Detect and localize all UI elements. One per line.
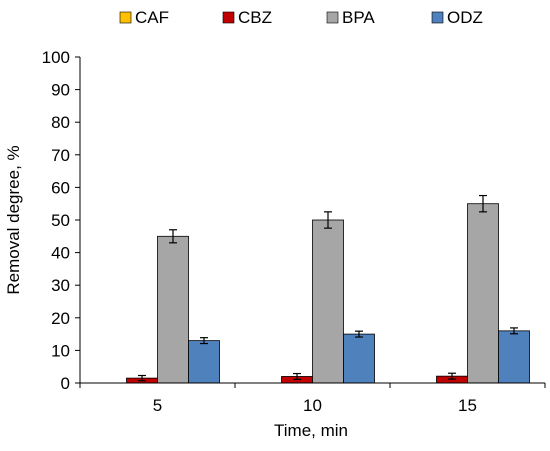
bar-series-group <box>126 203 530 384</box>
error-bar-group <box>138 194 518 382</box>
bar-bpa-15 <box>467 203 499 384</box>
bar-bpa-10 <box>312 219 344 384</box>
y-tick-label: 10 <box>51 341 70 360</box>
legend-label-bpa: BPA <box>342 8 375 27</box>
y-axis-label: Removal degree, % <box>4 145 23 294</box>
bar-odz-15 <box>498 330 530 384</box>
y-tick-label: 30 <box>51 276 70 295</box>
bar-odz-5 <box>188 340 220 384</box>
y-tick-label: 50 <box>51 211 70 230</box>
y-tick-label: 60 <box>51 178 70 197</box>
y-tick-label: 70 <box>51 146 70 165</box>
x-tick-label: 5 <box>153 396 162 415</box>
y-tick-label: 90 <box>51 81 70 100</box>
bar-bpa-5 <box>157 235 189 384</box>
legend-label-caf: CAF <box>135 8 169 27</box>
x-axis-label: Time, min <box>274 421 348 440</box>
legend-label-cbz: CBZ <box>238 8 272 27</box>
y-tick-label: 100 <box>42 48 70 67</box>
chart-legend: CAF CBZ BPA ODZ <box>119 8 483 27</box>
legend-swatch-cbz <box>222 11 235 24</box>
x-tick-label: 15 <box>458 396 477 415</box>
legend-swatch-odz <box>431 11 444 24</box>
legend-label-odz: ODZ <box>447 8 483 27</box>
bar-odz-10 <box>343 333 375 384</box>
y-tick-label: 20 <box>51 309 70 328</box>
y-tick-labels: 0 10 20 30 40 50 60 70 80 90 100 <box>42 48 70 393</box>
chart-axes <box>75 56 546 388</box>
y-tick-label: 80 <box>51 113 70 132</box>
y-tick-label: 0 <box>61 374 70 393</box>
legend-swatch-bpa <box>326 11 339 24</box>
x-tick-label: 10 <box>303 396 322 415</box>
y-tick-label: 40 <box>51 244 70 263</box>
legend-swatch-caf <box>119 11 132 24</box>
x-tick-labels: 5 10 15 <box>153 396 477 415</box>
